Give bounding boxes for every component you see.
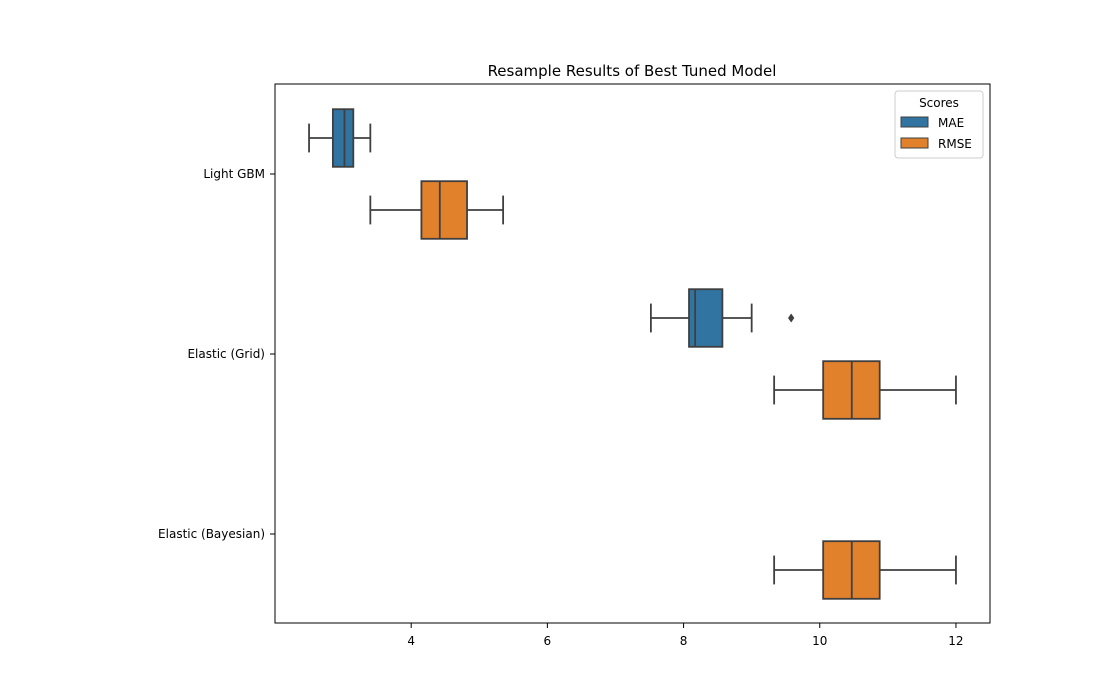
- box-mae-0: [308, 108, 372, 168]
- legend-swatch-mae: [900, 116, 929, 128]
- x-tick-label: 10: [812, 634, 827, 648]
- legend-title: Scores: [919, 96, 959, 110]
- x-tick-label: 8: [680, 634, 688, 648]
- legend-label-mae: MAE: [938, 116, 964, 130]
- y-tick-label: Light GBM: [203, 167, 265, 181]
- box-mae-1: [649, 288, 795, 348]
- y-tick-label: Elastic (Bayesian): [158, 527, 265, 541]
- legend: Scores MAE RMSE: [894, 90, 984, 159]
- box-rmse-1: [773, 360, 957, 420]
- x-tick-label: 4: [407, 634, 415, 648]
- legend-label-rmse: RMSE: [938, 137, 972, 151]
- plot-area: [308, 108, 957, 600]
- x-tick-label: 6: [544, 634, 552, 648]
- axes: 4 6 8 10 12 Light GBM Elastic (Grid) Elastic (B…: [158, 83, 991, 648]
- y-tick-label: Elastic (Grid): [187, 347, 265, 361]
- plot-frame: [274, 83, 991, 624]
- box-iqr: [688, 288, 724, 348]
- box-rmse-2: [773, 540, 957, 600]
- box-rmse-0: [369, 180, 505, 240]
- x-tick-label: 12: [948, 634, 963, 648]
- legend-swatch-rmse: [900, 137, 929, 149]
- box-iqr: [420, 180, 468, 240]
- chart-title: Resample Results of Best Tuned Model: [488, 62, 777, 80]
- outlier-point: [788, 313, 795, 323]
- box-iqr: [331, 108, 355, 168]
